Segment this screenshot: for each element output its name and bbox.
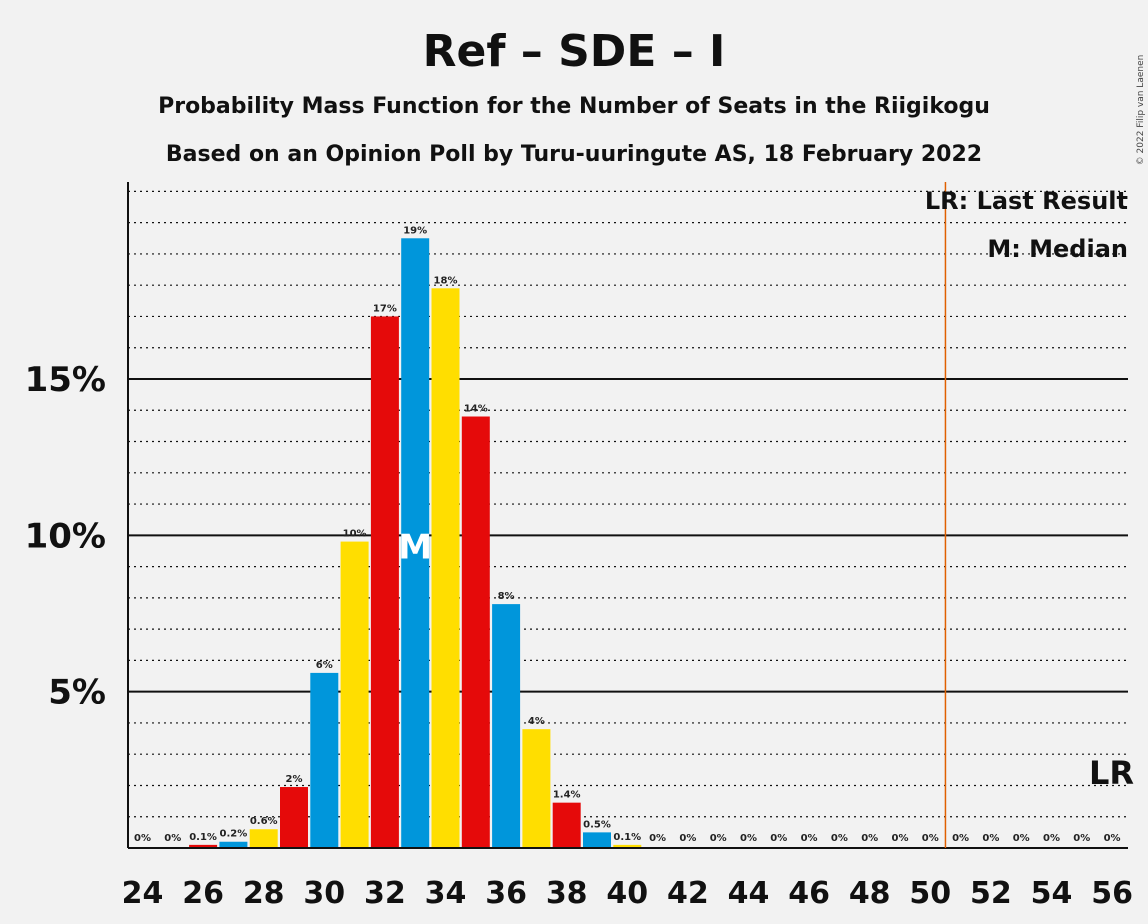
- x-tick-label: 40: [606, 876, 648, 911]
- x-tick-label: 56: [1091, 876, 1133, 911]
- x-tick-label: 36: [485, 876, 527, 911]
- data-label-seats-26: 0.1%: [189, 832, 217, 843]
- data-label-seats-27: 0.2%: [220, 829, 248, 840]
- bar-seats-36: [492, 604, 521, 848]
- data-label-seats-50: 0%: [922, 833, 939, 844]
- bar-seats-40: [613, 844, 642, 848]
- y-tick-labels: 5% 10% 15%: [25, 360, 106, 713]
- x-tick-label: 44: [728, 876, 770, 911]
- bar-seats-30: [310, 672, 339, 848]
- y-tick-label: 5%: [48, 673, 106, 713]
- bar-seats-38: [552, 802, 581, 848]
- data-label-seats-56: 0%: [1104, 833, 1121, 844]
- data-label-seats-24: 0%: [134, 833, 151, 844]
- data-label-seats-39: 0.5%: [583, 819, 611, 830]
- data-label-seats-35: 14%: [464, 404, 488, 415]
- data-label-seats-34: 18%: [434, 275, 458, 286]
- data-label-seats-25: 0%: [164, 833, 181, 844]
- x-tick-label: 24: [122, 876, 164, 911]
- last-result-marker: LR: [1089, 754, 1134, 792]
- chart-subtitle: Probability Mass Function for the Number…: [158, 94, 990, 119]
- x-tick-label: 32: [364, 876, 406, 911]
- data-label-seats-53: 0%: [1013, 833, 1030, 844]
- data-label-seats-40: 0.1%: [613, 832, 641, 843]
- data-label-seats-54: 0%: [1043, 833, 1060, 844]
- copyright-note: © 2022 Filip van Laenen: [1136, 55, 1146, 166]
- x-tick-label: 54: [1031, 876, 1073, 911]
- data-label-seats-43: 0%: [710, 833, 727, 844]
- chart-subtitle-poll: Based on an Opinion Poll by Turu-uuringu…: [166, 142, 982, 167]
- bar-seats-33: [401, 238, 430, 849]
- bar-seats-29: [280, 787, 308, 848]
- bar-seats-35: [461, 416, 490, 848]
- x-tick-label: 28: [243, 876, 285, 911]
- data-label-seats-47: 0%: [831, 833, 848, 844]
- gridlines: [128, 190, 1128, 818]
- chart-title: Ref – SDE – I: [423, 26, 726, 77]
- x-tick-label: 52: [970, 876, 1012, 911]
- x-tick-label: 26: [182, 876, 224, 911]
- x-tick-labels: 24 26 28 30 32 34 36 38 40 42 44 46 48 50 52 54 56: [122, 876, 1133, 911]
- bar-seats-37: [522, 729, 551, 848]
- bar-seats-28: [249, 829, 278, 848]
- bar-seats-31: [340, 541, 369, 848]
- bar-seats-27: [219, 841, 248, 848]
- data-label-seats-30: 6%: [316, 660, 333, 671]
- data-label-seats-48: 0%: [861, 833, 878, 844]
- data-label-seats-33: 19%: [403, 225, 427, 236]
- x-tick-label: 30: [303, 876, 345, 911]
- data-label-seats-42: 0%: [679, 833, 696, 844]
- data-label-seats-49: 0%: [892, 833, 909, 844]
- data-label-seats-38: 1.4%: [553, 790, 581, 801]
- bar-seats-32: [370, 316, 399, 849]
- bar-seats-34: [431, 288, 460, 849]
- x-tick-label: 42: [667, 876, 709, 911]
- data-labels: 0% 0% 0.1% 0.2%0.6%2%6%10%17%19%18%14%8%4%1…: [134, 225, 1121, 844]
- x-tick-label: 34: [425, 876, 467, 911]
- bar-seats-39: [583, 832, 611, 848]
- bars: [189, 238, 642, 849]
- data-label-seats-37: 4%: [528, 716, 545, 727]
- y-tick-label: 15%: [25, 360, 106, 400]
- data-label-seats-31: 10%: [343, 529, 367, 540]
- bar-seats-26: [189, 844, 218, 848]
- x-tick-label: 50: [909, 876, 951, 911]
- x-tick-label: 48: [849, 876, 891, 911]
- x-tick-label: 38: [546, 876, 588, 911]
- data-label-seats-44: 0%: [740, 833, 757, 844]
- data-label-seats-28: 0.6%: [250, 816, 278, 827]
- legend-last-result: LR: Last Result: [925, 187, 1128, 215]
- data-label-seats-52: 0%: [982, 833, 999, 844]
- data-label-seats-55: 0%: [1073, 833, 1090, 844]
- data-label-seats-32: 17%: [373, 303, 397, 314]
- data-label-seats-29: 2%: [286, 774, 303, 785]
- data-label-seats-41: 0%: [649, 833, 666, 844]
- data-label-seats-51: 0%: [952, 833, 969, 844]
- data-label-seats-45: 0%: [770, 833, 787, 844]
- data-label-seats-46: 0%: [801, 833, 818, 844]
- x-tick-label: 46: [788, 876, 830, 911]
- y-tick-label: 10%: [25, 516, 106, 556]
- data-label-seats-36: 8%: [498, 591, 515, 602]
- legend-median: M: Median: [987, 235, 1128, 263]
- median-marker: M: [398, 527, 432, 567]
